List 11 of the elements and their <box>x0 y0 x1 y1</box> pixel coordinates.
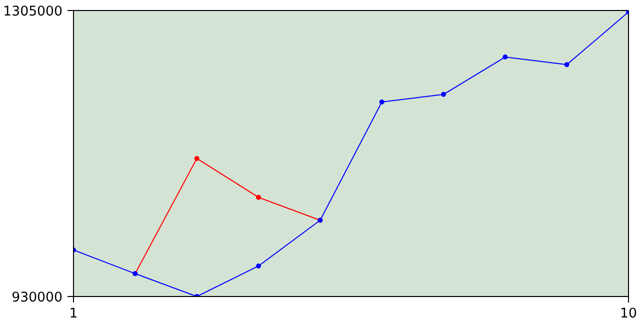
y-tick-label: 1305000 <box>3 4 62 20</box>
point <box>502 54 508 60</box>
point <box>194 156 200 161</box>
x-tick-label: 10 <box>620 306 637 320</box>
x-tick-label: 1 <box>69 306 78 320</box>
point <box>564 62 570 68</box>
point <box>256 194 261 200</box>
y-tick-label: 930000 <box>12 290 63 306</box>
point <box>379 100 384 105</box>
point <box>441 92 446 97</box>
point <box>256 263 261 268</box>
